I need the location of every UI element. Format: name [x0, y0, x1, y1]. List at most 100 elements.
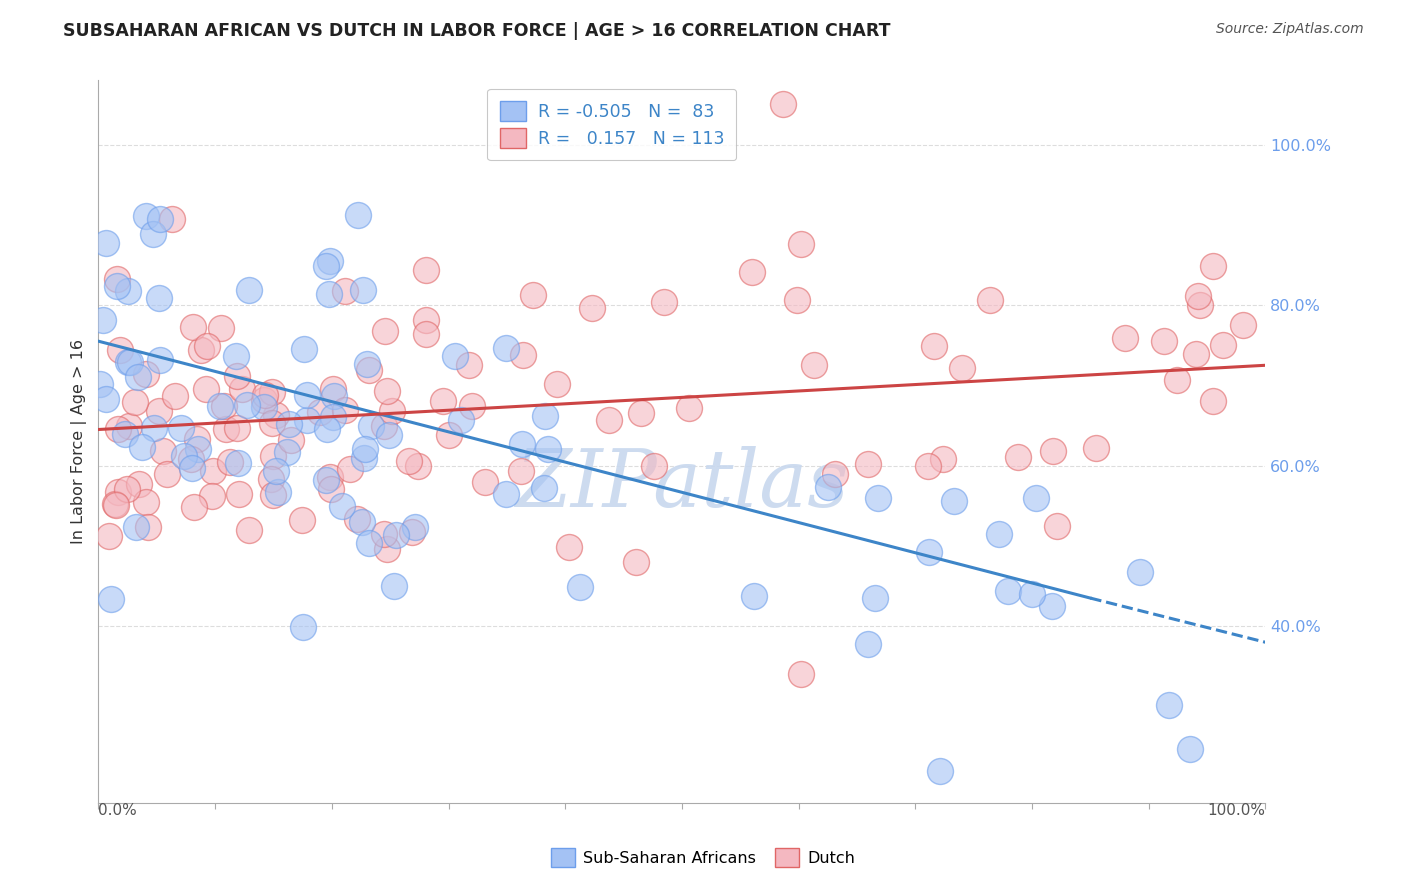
Point: [1178, 741, 1201, 756]
Point: [181, 460, 204, 475]
Y-axis label: In Labor Force | Age > 16: In Labor Force | Age > 16: [72, 339, 87, 544]
Point: [359, 536, 381, 550]
Point: [858, 457, 880, 471]
Point: [443, 349, 465, 363]
Point: [824, 467, 846, 482]
Point: [1153, 334, 1175, 348]
Point: [322, 383, 344, 397]
Point: [495, 487, 517, 501]
Point: [510, 436, 533, 450]
Point: [373, 419, 395, 434]
Point: [1187, 289, 1209, 303]
Point: [339, 462, 361, 476]
Point: [105, 278, 128, 293]
Point: [292, 342, 315, 356]
Point: [356, 357, 378, 371]
Point: [231, 382, 253, 396]
Point: [333, 403, 356, 417]
Point: [104, 497, 127, 511]
Point: [772, 97, 794, 112]
Point: [415, 326, 437, 341]
Point: [942, 493, 965, 508]
Point: [117, 482, 139, 496]
Point: [557, 540, 579, 554]
Point: [262, 449, 284, 463]
Point: [495, 341, 517, 355]
Point: [346, 208, 368, 222]
Point: [117, 284, 139, 298]
Point: [292, 620, 315, 634]
Point: [385, 528, 408, 542]
Point: [208, 400, 231, 414]
Point: [354, 442, 377, 456]
Point: [278, 417, 301, 432]
Point: [260, 472, 283, 486]
Point: [357, 363, 380, 377]
Point: [437, 428, 460, 442]
Point: [1042, 443, 1064, 458]
Text: Source: ZipAtlas.com: Source: ZipAtlas.com: [1216, 22, 1364, 37]
Point: [186, 433, 208, 447]
Point: [96, 392, 118, 406]
Point: [1007, 450, 1029, 464]
Point: [135, 495, 157, 509]
Point: [170, 421, 193, 435]
Point: [353, 450, 375, 465]
Point: [319, 470, 342, 484]
Text: ZIPatlas: ZIPatlas: [515, 446, 849, 524]
Point: [267, 485, 290, 500]
Point: [128, 477, 150, 491]
Point: [461, 400, 484, 414]
Point: [1046, 519, 1069, 533]
Legend: R = -0.505   N =  83, R =   0.157   N = 113: R = -0.505 N = 83, R = 0.157 N = 113: [488, 89, 737, 161]
Point: [228, 487, 250, 501]
Point: [378, 428, 401, 442]
Point: [624, 555, 647, 569]
Point: [94, 235, 117, 250]
Point: [382, 578, 405, 592]
Point: [190, 343, 212, 357]
Point: [117, 354, 139, 368]
Point: [352, 515, 374, 529]
Point: [260, 417, 283, 431]
Point: [335, 285, 357, 299]
Point: [1157, 698, 1180, 712]
Point: [1166, 372, 1188, 386]
Point: [537, 442, 560, 456]
Point: [373, 527, 395, 541]
Point: [1025, 491, 1047, 506]
Point: [225, 349, 247, 363]
Point: [533, 482, 555, 496]
Point: [512, 348, 534, 362]
Text: 100.0%: 100.0%: [1208, 803, 1265, 818]
Legend: Sub-Saharan Africans, Dutch: Sub-Saharan Africans, Dutch: [544, 842, 862, 873]
Point: [173, 449, 195, 463]
Point: [105, 272, 128, 286]
Point: [291, 513, 314, 527]
Point: [228, 456, 250, 470]
Point: [319, 482, 342, 496]
Point: [917, 459, 939, 474]
Point: [997, 584, 1019, 599]
Point: [264, 408, 287, 422]
Point: [135, 209, 157, 223]
Point: [209, 320, 232, 334]
Point: [1114, 331, 1136, 345]
Point: [276, 445, 298, 459]
Point: [374, 324, 396, 338]
Point: [118, 355, 141, 369]
Point: [110, 343, 132, 357]
Point: [450, 412, 472, 426]
Point: [581, 301, 603, 316]
Point: [979, 293, 1001, 308]
Point: [124, 395, 146, 409]
Point: [509, 464, 531, 478]
Point: [212, 399, 235, 413]
Point: [404, 520, 426, 534]
Point: [195, 382, 218, 396]
Point: [569, 580, 592, 594]
Point: [107, 422, 129, 436]
Point: [375, 541, 398, 556]
Point: [1202, 393, 1225, 408]
Point: [127, 370, 149, 384]
